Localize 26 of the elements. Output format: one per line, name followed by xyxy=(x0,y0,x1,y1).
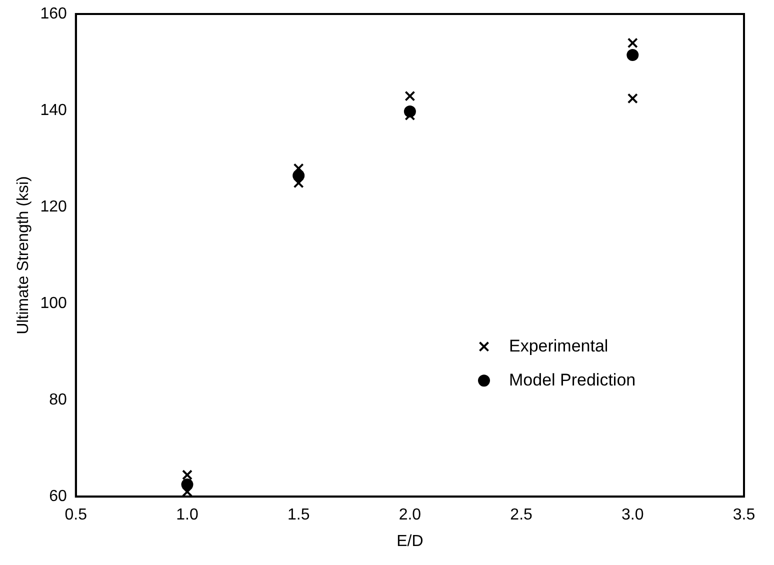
point xyxy=(404,90,416,102)
point xyxy=(293,163,304,174)
point xyxy=(293,178,304,188)
x-tick-label: 2.0 xyxy=(398,506,422,524)
y-tick-label: 80 xyxy=(49,391,67,408)
y-axis-title: Ultimate Strength (ksi) xyxy=(15,176,32,334)
x-tick-label: 2.5 xyxy=(510,506,533,524)
point xyxy=(182,486,192,497)
point xyxy=(627,38,638,48)
x-tick-label: 1.0 xyxy=(176,506,198,524)
x-tick-label: 1.5 xyxy=(287,506,310,524)
y-tick-label: 60 xyxy=(49,488,67,506)
x-tick-label: 3.5 xyxy=(732,506,756,524)
legend-label: Model Prediction xyxy=(509,370,636,390)
x-tick-label: 3.0 xyxy=(622,506,644,524)
y-tick-label: 140 xyxy=(40,102,67,119)
y-tick-label: 120 xyxy=(40,198,67,216)
y-tick-label: 160 xyxy=(40,5,67,22)
legend-label: Experimental xyxy=(509,336,608,356)
point xyxy=(627,93,638,104)
y-tick-label: 100 xyxy=(40,294,67,312)
point xyxy=(626,49,639,62)
point xyxy=(182,470,192,480)
x-tick-label: 0.5 xyxy=(64,506,88,524)
x-axis-title: E/D xyxy=(396,532,424,550)
point xyxy=(181,478,194,491)
